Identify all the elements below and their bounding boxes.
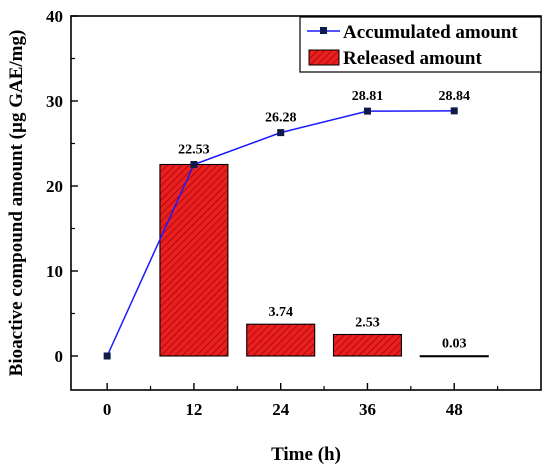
x-tick-label: 12	[185, 400, 202, 419]
y-tick-label: 40	[46, 7, 63, 26]
legend-bar-swatch	[308, 49, 340, 66]
legend-box	[299, 16, 542, 73]
bar	[246, 323, 316, 357]
line-data-label: 28.84	[438, 89, 470, 104]
line-point	[363, 107, 371, 115]
bar	[419, 355, 489, 358]
y-tick-label: 20	[46, 177, 63, 196]
legend-marker-swatch	[320, 27, 327, 34]
bar	[159, 163, 229, 357]
line-point	[450, 107, 458, 115]
line-series	[103, 107, 458, 360]
line-point	[190, 160, 198, 168]
bar-data-label: 0.03	[442, 337, 467, 352]
x-tick-label: 36	[359, 400, 376, 419]
line-data-label: 22.53	[178, 142, 210, 157]
bar	[332, 333, 402, 357]
y-tick-label: 30	[46, 92, 63, 111]
line-data-label: 26.28	[265, 111, 297, 126]
x-axis: 0 12 24 36 48	[103, 383, 499, 419]
y-tick-label: 10	[46, 262, 63, 281]
plot-frame	[70, 15, 542, 391]
x-axis-title: Time (h)	[271, 444, 341, 465]
legend: Accumulated amount Released amount	[299, 16, 542, 73]
x-tick-label: 24	[272, 400, 290, 419]
y-tick-label: 0	[55, 347, 64, 366]
bar-data-label: 2.53	[355, 315, 380, 330]
line-point	[277, 129, 285, 137]
x-tick-label: 0	[103, 400, 112, 419]
legend-label-accumulated: Accumulated amount	[343, 22, 518, 43]
bar-data-label: 3.74	[268, 305, 293, 320]
x-tick-label: 48	[446, 400, 463, 419]
bar-series	[159, 163, 489, 358]
legend-label-released: Released amount	[343, 48, 482, 69]
data-labels: 3.74 2.53 0.03 22.53 26.28 28.81 28.84	[178, 89, 470, 352]
y-axis-title: Bioactive compound amount (µg GAE/mg)	[6, 30, 27, 377]
line-point	[103, 352, 111, 360]
y-axis: 0 10 20 30 40	[46, 7, 78, 366]
line-data-label: 28.81	[352, 89, 384, 104]
